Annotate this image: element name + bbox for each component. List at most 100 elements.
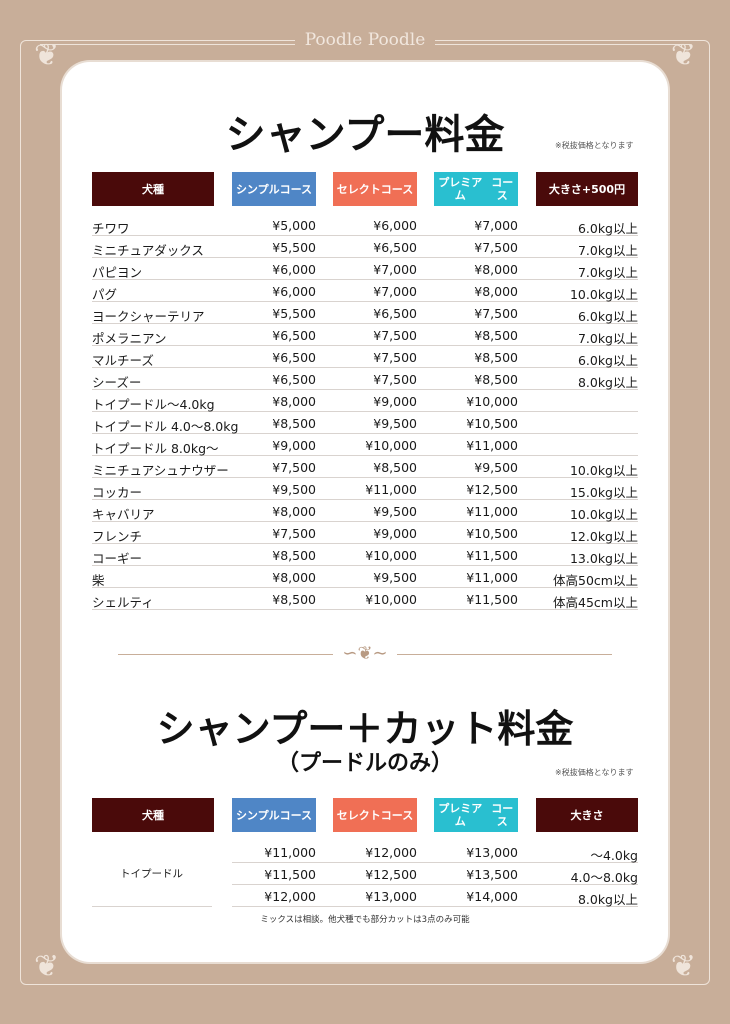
tax-note: ※税抜価格となります bbox=[555, 141, 634, 150]
breed: マルチーズ bbox=[92, 353, 154, 368]
size: 13.0kg以上 bbox=[569, 551, 638, 566]
header-premium: プレミアム コース bbox=[434, 798, 518, 832]
brand-rule-right bbox=[430, 40, 690, 45]
premium-price: ¥9,500 bbox=[474, 460, 518, 475]
breed: ヨークシャーテリア bbox=[92, 309, 205, 324]
header-simple: シンプル コース bbox=[232, 798, 316, 832]
header-breed: 犬種 bbox=[92, 172, 214, 206]
premium-price: ¥8,500 bbox=[474, 350, 518, 365]
select-price: ¥6,500 bbox=[373, 306, 417, 321]
select-price: ¥7,000 bbox=[373, 262, 417, 277]
breed: パグ bbox=[92, 287, 118, 302]
simple-price: ¥11,500 bbox=[264, 867, 316, 882]
simple-price: ¥6,000 bbox=[272, 262, 316, 277]
simple-price: ¥8,500 bbox=[272, 416, 316, 431]
breed: ミニチュアダックス bbox=[92, 243, 204, 258]
simple-price: ¥9,500 bbox=[272, 482, 316, 497]
premium-price: ¥10,000 bbox=[466, 394, 518, 409]
breed: トイプードル 8.0kg～ bbox=[92, 441, 219, 456]
breed: キャバリア bbox=[92, 507, 155, 522]
premium-price: ¥11,000 bbox=[466, 504, 518, 519]
header-premium: プレミアム コース bbox=[434, 172, 518, 206]
simple-price: ¥6,000 bbox=[272, 284, 316, 299]
size: 10.0kg以上 bbox=[569, 463, 638, 478]
premium-price: ¥10,500 bbox=[466, 526, 518, 541]
table-row: コッカー ¥9,500 ¥11,000 ¥12,500 15.0kg以上 bbox=[92, 478, 638, 500]
premium-price: ¥10,500 bbox=[466, 416, 518, 431]
breed: コーギー bbox=[92, 551, 143, 566]
select-price: ¥10,000 bbox=[365, 592, 417, 607]
breed-cell: トイプードル bbox=[92, 841, 212, 907]
breed: ポメラニアン bbox=[92, 331, 167, 346]
table-row: ヨークシャーテリア ¥5,500 ¥6,500 ¥7,500 6.0kg以上 bbox=[92, 302, 638, 324]
table-row: キャバリア ¥8,000 ¥9,500 ¥11,000 10.0kg以上 bbox=[92, 500, 638, 522]
breed: シーズー bbox=[92, 375, 142, 390]
size: 6.0kg以上 bbox=[577, 309, 638, 324]
premium-price: ¥12,500 bbox=[466, 482, 518, 497]
table-row: トイプードル～4.0kg ¥8,000 ¥9,000 ¥10,000 bbox=[92, 390, 638, 412]
header-size: 大きさ+500円 bbox=[536, 172, 638, 206]
table-row: ミニチュアダックス ¥5,500 ¥6,500 ¥7,500 7.0kg以上 bbox=[92, 236, 638, 258]
table-row: マルチーズ ¥6,500 ¥7,500 ¥8,500 6.0kg以上 bbox=[92, 346, 638, 368]
table-row: トイプードル 4.0～8.0kg ¥8,500 ¥9,500 ¥10,500 bbox=[92, 412, 638, 434]
size: 7.0kg以上 bbox=[577, 243, 638, 258]
simple-price: ¥6,500 bbox=[272, 350, 316, 365]
premium-price: ¥8,000 bbox=[474, 262, 518, 277]
breed: チワワ bbox=[92, 221, 130, 236]
corner-ornament-icon: ❦ bbox=[670, 949, 696, 984]
select-price: ¥7,500 bbox=[373, 350, 417, 365]
breed: 柴 bbox=[92, 573, 105, 588]
select-price: ¥12,500 bbox=[365, 867, 417, 882]
table-row: トイプードル 8.0kg～ ¥9,000 ¥10,000 ¥11,000 bbox=[92, 434, 638, 456]
header-simple-line: コース bbox=[279, 182, 313, 196]
premium-price: ¥11,000 bbox=[466, 438, 518, 453]
breed: フレンチ bbox=[92, 529, 143, 544]
section2-title: シャンプー＋カット料金 bbox=[156, 707, 574, 751]
size: 体高50cm以上 bbox=[553, 573, 638, 588]
select-price: ¥6,500 bbox=[373, 240, 417, 255]
simple-price: ¥5,500 bbox=[272, 306, 316, 321]
corner-ornament-icon: ❦ bbox=[34, 38, 60, 73]
size: 6.0kg以上 bbox=[577, 221, 638, 236]
flourish-ornament-icon: ∽❦∼ bbox=[342, 643, 388, 664]
premium-price: ¥7,500 bbox=[474, 240, 518, 255]
table-row: シーズー ¥6,500 ¥7,500 ¥8,500 8.0kg以上 bbox=[92, 368, 638, 390]
table-row: ポメラニアン ¥6,500 ¥7,500 ¥8,500 7.0kg以上 bbox=[92, 324, 638, 346]
premium-price: ¥11,500 bbox=[466, 548, 518, 563]
premium-price: ¥13,500 bbox=[466, 867, 518, 882]
breed: トイプードル～4.0kg bbox=[92, 397, 215, 412]
header-select: セレクト コース bbox=[333, 798, 417, 832]
premium-price: ¥14,000 bbox=[466, 889, 518, 904]
simple-price: ¥9,000 bbox=[272, 438, 316, 453]
premium-price: ¥11,000 bbox=[466, 570, 518, 585]
select-price: ¥9,500 bbox=[373, 416, 417, 431]
simple-price: ¥8,500 bbox=[272, 548, 316, 563]
section1-title: シャンプー料金 bbox=[225, 112, 505, 158]
table-row: パグ ¥6,000 ¥7,000 ¥8,000 10.0kg以上 bbox=[92, 280, 638, 302]
size: 12.0kg以上 bbox=[569, 529, 638, 544]
header-select-line: コース bbox=[380, 808, 414, 822]
select-price: ¥11,000 bbox=[365, 482, 417, 497]
select-price: ¥9,500 bbox=[373, 504, 417, 519]
simple-price: ¥6,500 bbox=[272, 372, 316, 387]
size: ～4.0kg bbox=[590, 848, 638, 863]
header-select-line: セレクト bbox=[336, 808, 381, 822]
select-price: ¥7,500 bbox=[373, 372, 417, 387]
size: 4.0～8.0kg bbox=[570, 870, 638, 885]
simple-price: ¥8,000 bbox=[272, 570, 316, 585]
header-simple-line: シンプル bbox=[235, 182, 280, 196]
size: 7.0kg以上 bbox=[577, 331, 638, 346]
simple-price: ¥12,000 bbox=[264, 889, 316, 904]
size: 8.0kg以上 bbox=[577, 892, 638, 907]
size: 15.0kg以上 bbox=[569, 485, 638, 500]
header-select-line: コース bbox=[380, 182, 414, 196]
table-row: ミニチュアシュナウザー ¥7,500 ¥8,500 ¥9,500 10.0kg以上 bbox=[92, 456, 638, 478]
select-price: ¥7,000 bbox=[373, 284, 417, 299]
breed-label: トイプードル bbox=[120, 868, 183, 880]
table-row: シェルティ ¥8,500 ¥10,000 ¥11,500 体高45cm以上 bbox=[92, 588, 638, 610]
select-price: ¥10,000 bbox=[365, 438, 417, 453]
simple-price: ¥5,000 bbox=[272, 218, 316, 233]
breed: シェルティ bbox=[92, 595, 154, 610]
premium-price: ¥7,000 bbox=[474, 218, 518, 233]
simple-price: ¥6,500 bbox=[272, 328, 316, 343]
